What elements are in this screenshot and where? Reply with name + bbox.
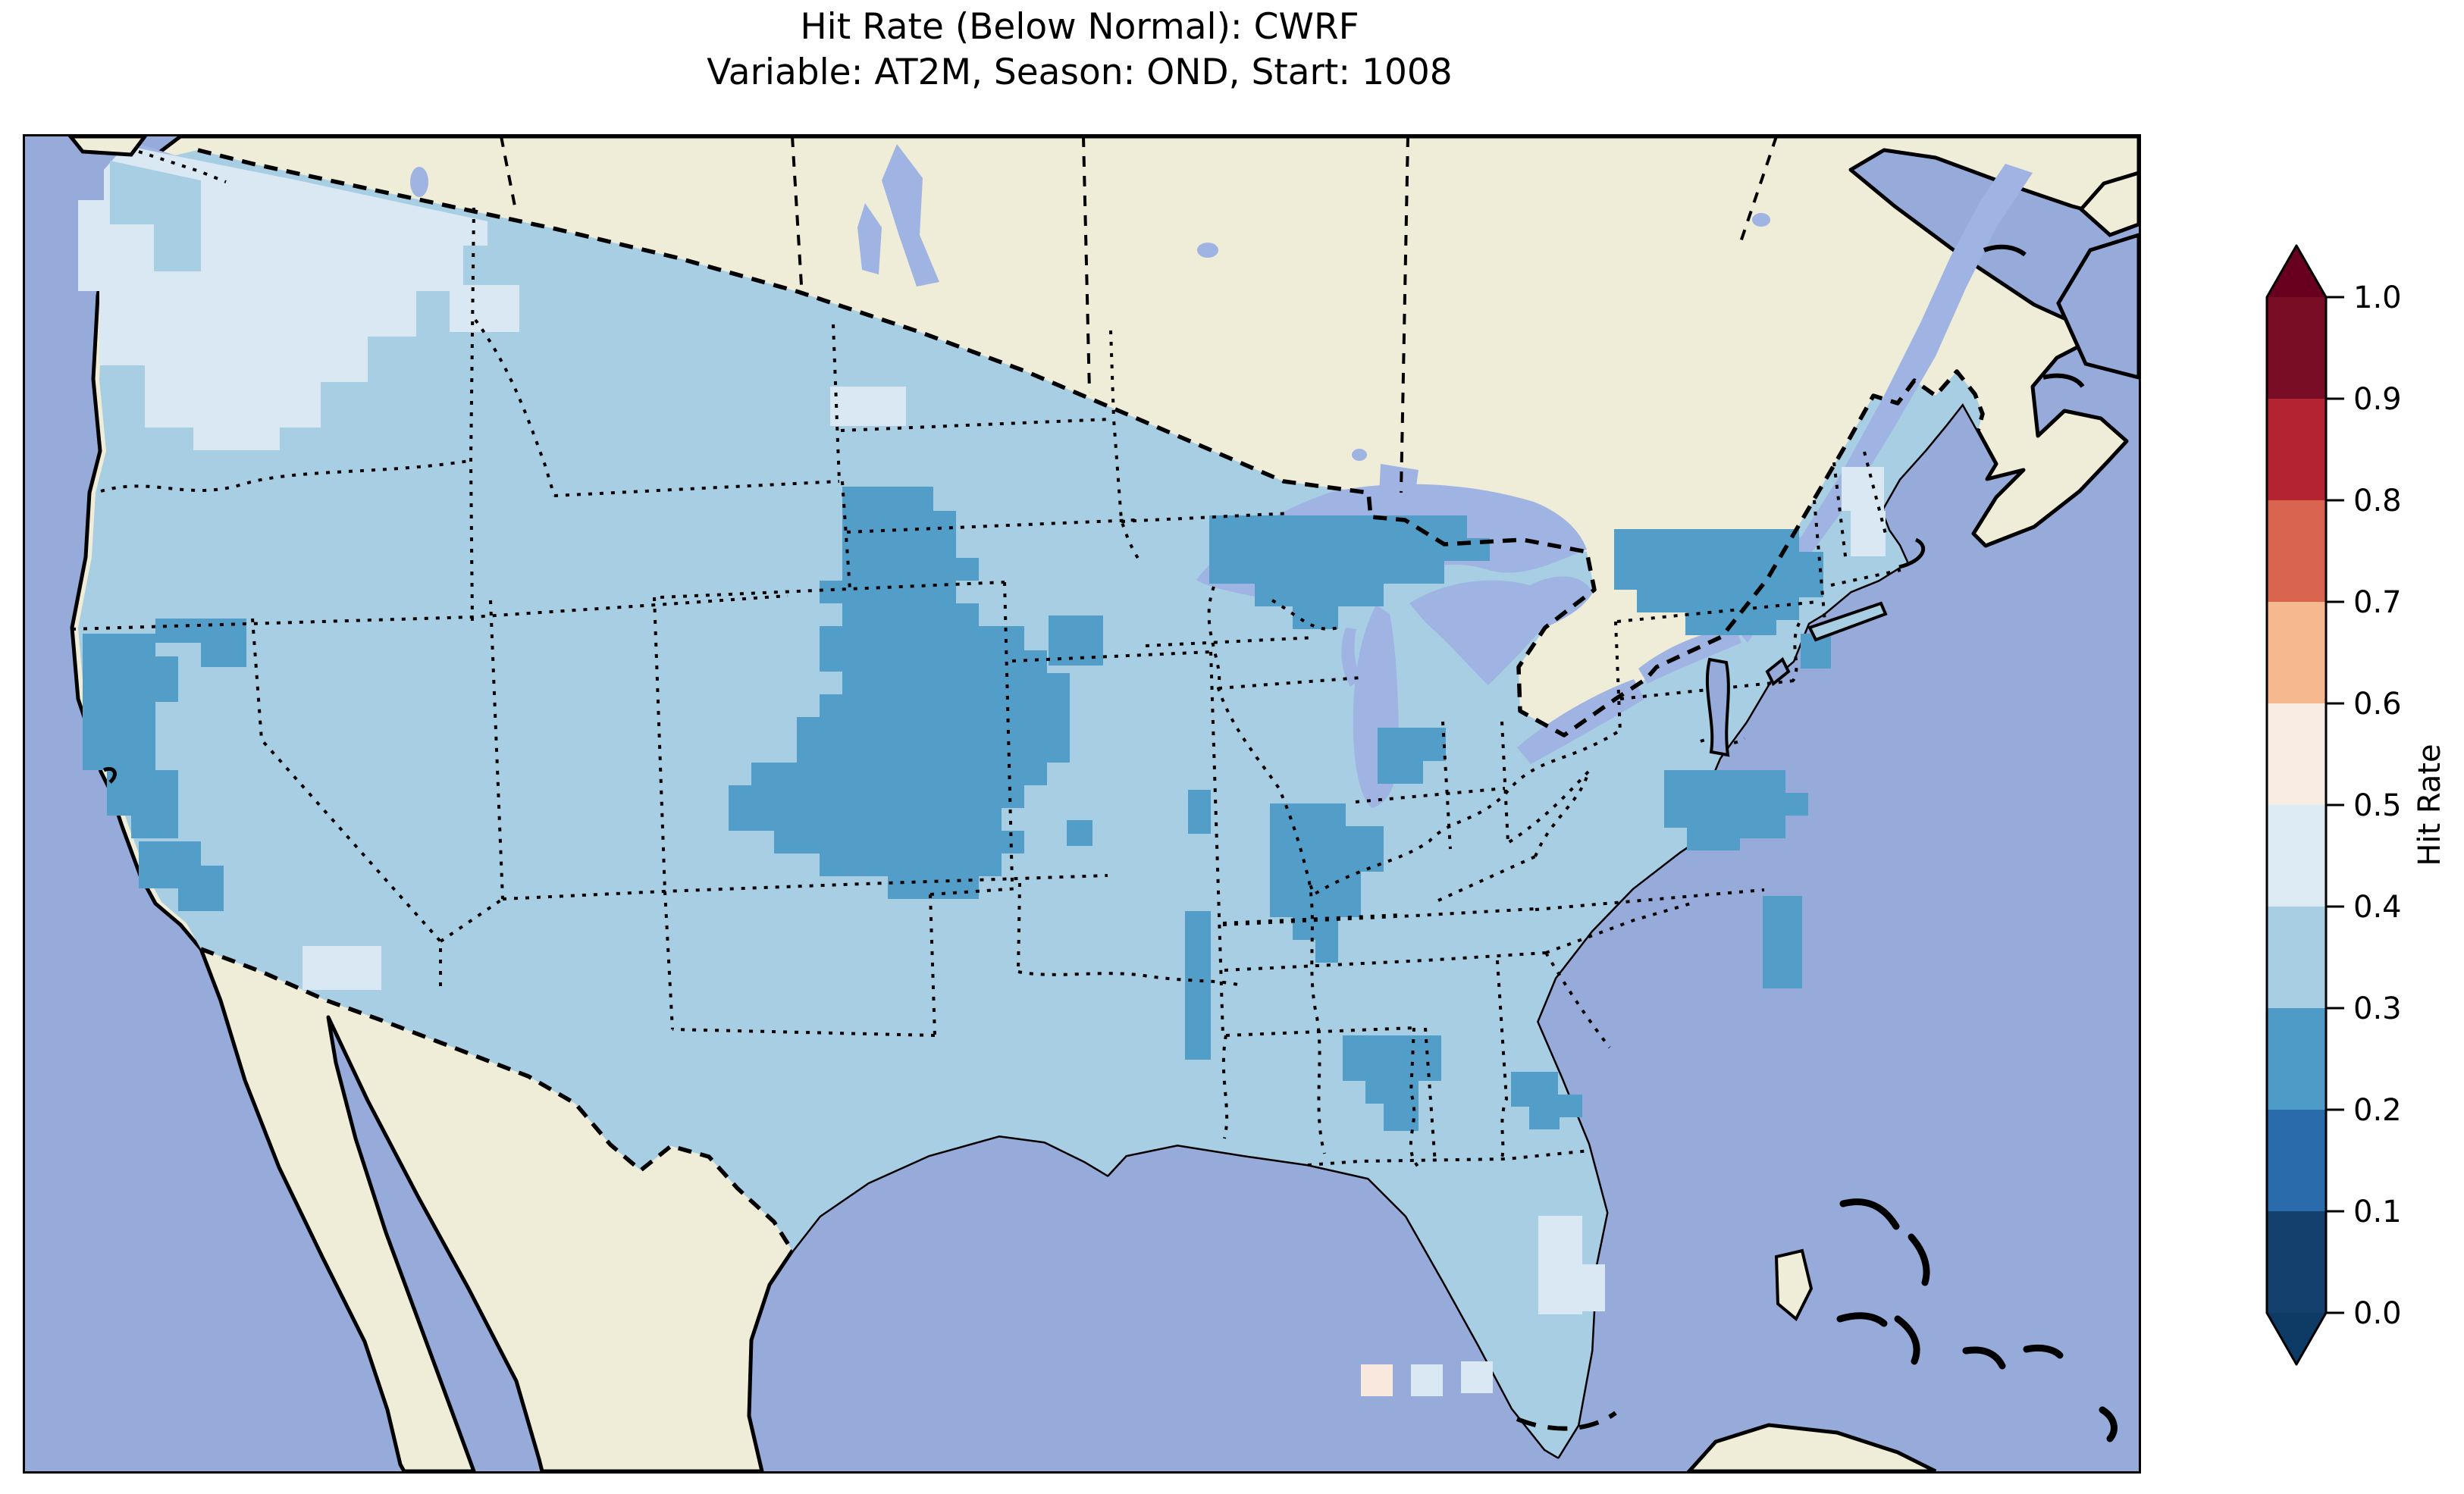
colorbar-segment-0	[2267, 1211, 2326, 1313]
anticosti-island	[1983, 244, 2027, 257]
colorbar-segments	[2267, 246, 2326, 1364]
data-patch-tahoe	[155, 619, 246, 667]
delaware-bay	[1765, 656, 1791, 687]
canadian-lake-small-1	[410, 167, 428, 197]
cuba	[1686, 1423, 1937, 1471]
colorbar-segment-3	[2267, 907, 2326, 1008]
colorbar-extend-over-arrow	[2267, 246, 2326, 297]
data-patch-lake-superior-up	[1209, 515, 1490, 629]
data-patch-south-california	[139, 841, 224, 911]
figure-title-block: Hit Rate (Below Normal): CWRF Variable: …	[23, 5, 2136, 96]
data-patch-montana-border-2	[830, 387, 906, 426]
colorbar-tick-label: 0.5	[2353, 788, 2402, 823]
data-patch-south-florida	[1538, 1216, 1605, 1314]
mexico-us-border	[200, 947, 795, 1252]
colorbar-tick-label: 0.6	[2353, 687, 2402, 722]
long-island	[1807, 601, 1888, 642]
data-patch-virginia-carolina	[1664, 770, 1808, 850]
data-cell-keys-pink	[1361, 1364, 1393, 1396]
lake-huron	[1409, 576, 1593, 685]
data-patch-chicago-indiana	[1378, 728, 1446, 784]
colorbar-segment-4	[2267, 805, 2326, 907]
colorbar-tick-label: 0.9	[2353, 382, 2402, 417]
colorbar-extend-under-arrow	[2267, 1313, 2326, 1364]
green-bay	[1341, 628, 1361, 687]
lake-winnipeg	[882, 144, 939, 287]
andros-island	[1774, 1248, 1814, 1322]
colorbar-tick-labels: 1.0 0.9 0.8 0.7 0.6 0.5 0.4 0.3 0.2 0.1 …	[2353, 280, 2402, 1331]
bahamas-islets	[1836, 1198, 2118, 1442]
figure-title-line-2: Variable: AT2M, Season: OND, Start: 1008	[707, 52, 1453, 93]
canadian-lake-small-3	[1752, 213, 1770, 227]
colorbar-svg: 1.0 0.9 0.8 0.7 0.6 0.5 0.4 0.3 0.2 0.1 …	[2265, 244, 2447, 1366]
colorbar-tick-label: 0.1	[2353, 1195, 2402, 1229]
san-francisco-bay	[103, 767, 117, 784]
islands-and-coast-details	[67, 136, 2118, 1471]
colorbar-segment-9	[2267, 297, 2326, 399]
cape-cod-hook	[1898, 537, 1926, 569]
figure-title-line-1: Hit Rate (Below Normal): CWRF	[800, 6, 1359, 48]
data-patch-omaha	[1049, 615, 1103, 666]
data-patch-maine-east	[1842, 467, 1886, 556]
data-cell-keys-light-1	[1411, 1364, 1443, 1396]
colorbar: 1.0 0.9 0.8 0.7 0.6 0.5 0.4 0.3 0.2 0.1 …	[2258, 227, 2464, 1410]
data-patch-puget-lowlands	[110, 161, 201, 271]
colorbar-tick-label: 0.8	[2353, 484, 2402, 518]
province-borders	[500, 136, 1778, 493]
colorbar-tick-label: 0.4	[2353, 890, 2402, 925]
data-cell-keys-light-2	[1461, 1361, 1493, 1393]
colorbar-ticks	[2326, 296, 2344, 1314]
data-patch-alabama	[1343, 1035, 1441, 1131]
gulf-of-st-lawrence	[2056, 233, 2139, 380]
data-patch-great-plains	[729, 487, 1070, 899]
colorbar-tick-label: 0.7	[2353, 585, 2402, 620]
florida-keys	[1516, 1411, 1617, 1431]
map-axes	[23, 134, 2141, 1474]
conus-map	[25, 136, 2139, 1471]
data-patch-pennsylvania	[1614, 529, 1823, 635]
data-patch-chesapeake-cells	[1763, 896, 1802, 988]
colorbar-segment-2	[2267, 1008, 2326, 1110]
chesapeake-bay	[1705, 657, 1730, 757]
canadian-lake-small-4	[1352, 449, 1367, 461]
lake-manitoba	[857, 203, 882, 274]
data-cell-kansas-small	[1067, 820, 1092, 846]
colorbar-tick-label: 0.0	[2353, 1296, 2402, 1331]
data-patch-arkansas-strip	[1185, 911, 1211, 1060]
colorbar-segment-6	[2267, 602, 2326, 703]
colorbar-segment-1	[2267, 1110, 2326, 1211]
data-patch-georgia	[1511, 1072, 1582, 1129]
st-lawrence-river	[1735, 164, 2033, 643]
colorbar-axis-label: Hit Rate	[2412, 744, 2447, 866]
colorbar-tick-label: 0.3	[2353, 991, 2402, 1026]
canadian-lake-small-2	[1197, 243, 1218, 258]
data-patch-kentucky-junction	[1270, 803, 1384, 963]
state-borders	[71, 150, 1901, 1169]
colorbar-segment-7	[2267, 500, 2326, 602]
canada-us-border	[197, 148, 1985, 738]
colorbar-segment-5	[2267, 703, 2326, 805]
data-patch-arizona-border	[303, 946, 381, 990]
newfoundland-island	[2078, 171, 2139, 237]
data-cell-new-jersey	[1801, 634, 1831, 669]
data-cell-missouri-small	[1188, 790, 1211, 834]
data-patches-medium	[83, 487, 1831, 1131]
colorbar-segment-8	[2267, 399, 2326, 500]
us-data-base-fill	[78, 150, 1983, 1457]
prince-edward-island	[2042, 373, 2085, 388]
lake-of-the-woods	[1379, 464, 1419, 502]
colorbar-tick-label: 0.2	[2353, 1093, 2402, 1128]
vancouver-island	[67, 136, 148, 157]
data-patch-montana-border-1	[450, 285, 519, 332]
colorbar-tick-label: 1.0	[2353, 280, 2402, 315]
data-patch-north-california	[83, 634, 178, 838]
